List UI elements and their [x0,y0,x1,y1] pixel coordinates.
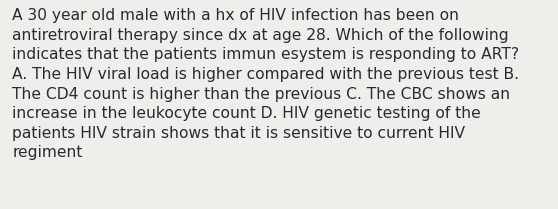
Text: A 30 year old male with a hx of HIV infection has been on
antiretroviral therapy: A 30 year old male with a hx of HIV infe… [12,8,519,160]
